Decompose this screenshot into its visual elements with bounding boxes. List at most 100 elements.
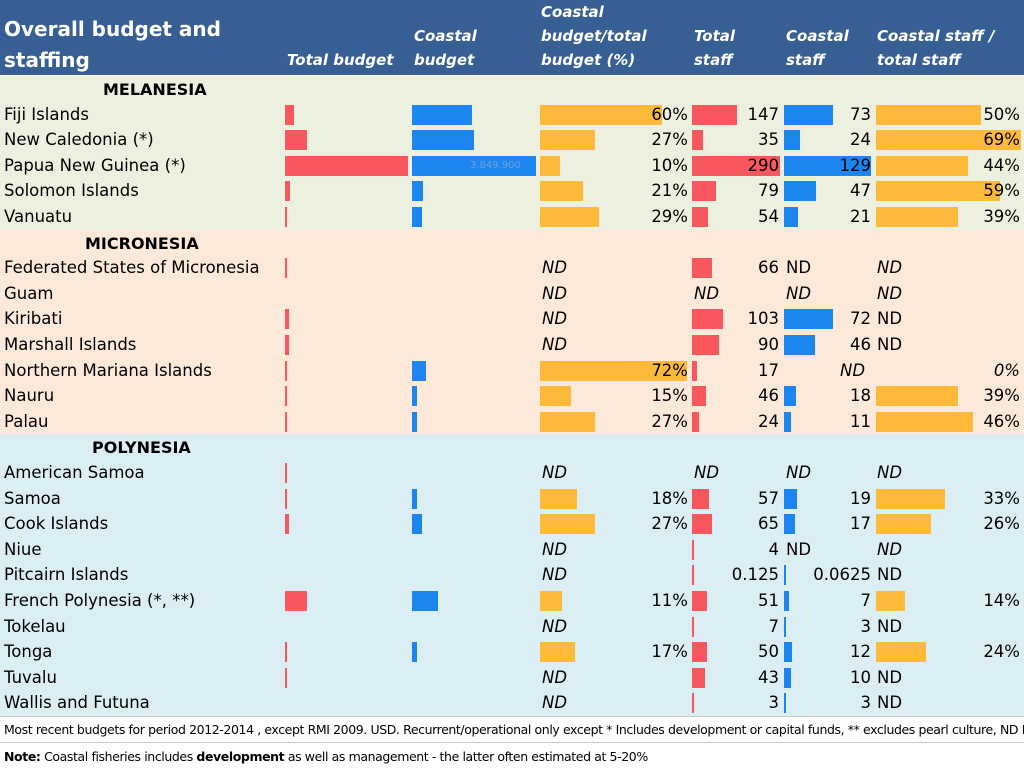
footer-divider xyxy=(0,716,1024,717)
total-staff-value: 51 xyxy=(758,591,779,610)
staff-ratio-nd: ND xyxy=(877,283,903,303)
total-budget-bar xyxy=(285,488,288,509)
col-header-staff-ratio-l2: total staff xyxy=(877,51,961,69)
budget-ratio-value: 72% xyxy=(651,360,688,380)
country-name: Marshall Islands xyxy=(4,335,137,354)
coastal-staff-bar xyxy=(784,104,834,125)
coastal-staff-value: 11 xyxy=(850,411,871,431)
total-budget-bar xyxy=(285,155,408,176)
total-staff-nd: ND xyxy=(694,283,720,303)
coastal-staff-value: 3 xyxy=(860,616,872,636)
total-staff-bar xyxy=(692,411,700,432)
staff-ratio-bar xyxy=(876,411,973,432)
budget-ratio-nd: ND xyxy=(542,283,568,303)
coastal-staff-bar xyxy=(784,130,801,151)
total-staff-value: 3 xyxy=(768,693,780,713)
note-text-b: as well as management - the latter often… xyxy=(284,749,648,764)
coastal-staff-bar xyxy=(784,488,797,509)
col-header-ratio-l1: Coastal xyxy=(541,3,604,21)
total-staff-bar xyxy=(692,258,713,279)
coastal-staff-nd: ND xyxy=(786,539,812,559)
total-staff-value: 0.125 xyxy=(731,565,779,585)
coastal-staff-bar xyxy=(784,335,816,355)
staff-ratio-bar xyxy=(876,130,1021,151)
staff-ratio-nd: ND xyxy=(877,309,903,329)
budget-ratio-bar xyxy=(540,488,577,509)
staff-ratio-nd: ND xyxy=(877,667,903,687)
total-budget-bar xyxy=(285,514,289,535)
total-budget-bar xyxy=(285,181,290,202)
budget-ratio-value: 11% xyxy=(651,591,688,610)
coastal-budget-bar xyxy=(412,104,472,125)
country-name: French Polynesia (*, **) xyxy=(4,591,196,610)
budget-ratio-bar xyxy=(540,642,575,663)
total-staff-bar xyxy=(692,616,695,637)
staff-ratio-nd: ND xyxy=(877,693,903,713)
col-header-total-staff-l2: staff xyxy=(694,51,733,69)
total-staff-bar xyxy=(692,181,716,202)
coastal-budget-bar xyxy=(412,488,417,509)
sheet-title-line1: Overall budget and xyxy=(4,17,221,41)
coastal-staff-bar xyxy=(784,565,786,586)
sheet-title-line2: staffing xyxy=(4,48,90,72)
total-staff-bar xyxy=(692,386,706,407)
total-staff-bar xyxy=(692,591,708,611)
budget-ratio-bar xyxy=(540,411,596,432)
coastal-budget-bar xyxy=(412,642,417,663)
staff-ratio-value: 14% xyxy=(983,591,1020,610)
staff-ratio-value: 24% xyxy=(983,642,1020,662)
budget-ratio-bar xyxy=(540,360,687,381)
staff-ratio-value: 39% xyxy=(983,207,1020,226)
coastal-staff-bar xyxy=(784,642,793,663)
country-name: Tuvalu xyxy=(4,667,57,687)
budget-ratio-nd: ND xyxy=(542,335,568,354)
country-name: Niue xyxy=(4,539,42,559)
staff-ratio-bar xyxy=(876,181,1000,202)
total-staff-value: 17 xyxy=(758,360,779,380)
total-staff-value: 35 xyxy=(758,130,779,150)
total-staff-bar xyxy=(692,539,694,560)
total-staff-value: 290 xyxy=(747,155,780,175)
coastal-budget-bar xyxy=(412,130,474,151)
total-staff-value: 4 xyxy=(768,539,780,559)
country-name: Vanuatu xyxy=(4,207,73,226)
total-budget-bar xyxy=(285,591,308,611)
total-budget-bar xyxy=(285,104,294,125)
budget-ratio-bar xyxy=(540,591,563,611)
staff-ratio-bar xyxy=(876,207,958,227)
coastal-budget-bar xyxy=(412,411,417,432)
staff-ratio-nd: ND xyxy=(877,335,903,354)
total-staff-value: 65 xyxy=(758,514,779,534)
country-name: American Samoa xyxy=(4,463,145,482)
coastal-staff-nd: ND xyxy=(786,283,812,303)
total-staff-bar xyxy=(692,565,694,586)
section-band-melanesia xyxy=(0,76,1024,231)
coastal-staff-bar xyxy=(784,514,796,535)
coastal-staff-value: 3 xyxy=(860,693,872,713)
staff-ratio-value: 0% xyxy=(993,360,1020,380)
coastal-budget-bar xyxy=(412,207,422,227)
col-header-ratio-l3: budget (%) xyxy=(541,51,636,69)
budget-ratio-value: 27% xyxy=(651,411,688,431)
staff-ratio-bar xyxy=(876,155,969,176)
country-name: Solomon Islands xyxy=(4,181,139,201)
total-staff-bar xyxy=(692,207,709,227)
total-budget-bar xyxy=(285,130,308,151)
section-band-polynesia xyxy=(0,434,1024,717)
country-name: Tokelau xyxy=(4,616,66,636)
total-staff-value: 147 xyxy=(747,104,780,124)
header-bar: Overall budget and staffing Total budget… xyxy=(0,0,1024,75)
region-label: POLYNESIA xyxy=(92,438,191,458)
country-name: Tonga xyxy=(4,642,53,662)
country-name: Cook Islands xyxy=(4,514,109,534)
budget-ratio-value: 27% xyxy=(651,130,688,150)
col-header-ratio-l2: budget/total xyxy=(541,27,647,45)
staff-ratio-value: 46% xyxy=(983,411,1020,431)
coastal-staff-value: 12 xyxy=(850,642,871,662)
coastal-staff-bar xyxy=(784,693,787,714)
total-budget-bar xyxy=(285,335,289,355)
total-budget-bar xyxy=(285,309,289,330)
staff-ratio-value: 59% xyxy=(983,181,1020,201)
total-staff-bar xyxy=(692,642,708,663)
